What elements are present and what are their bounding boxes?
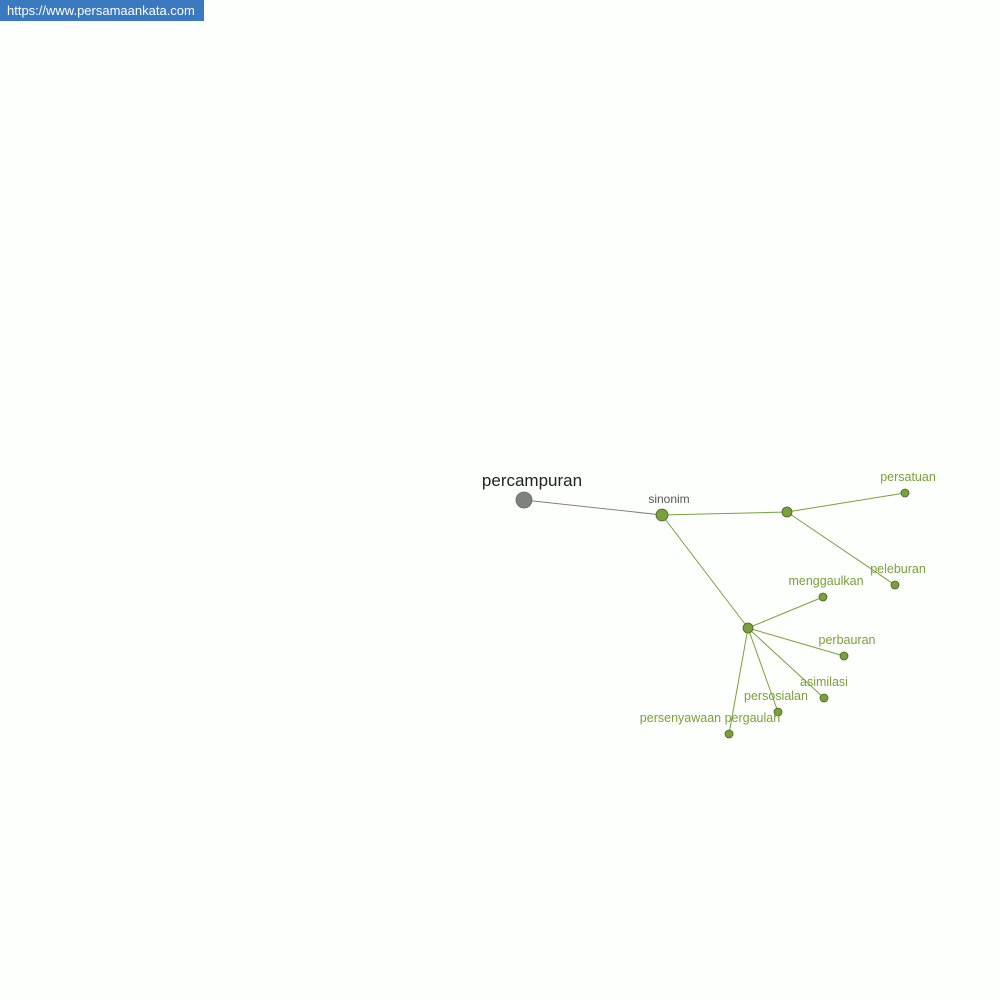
node-hub2[interactable] xyxy=(742,622,754,634)
node-persenyawaan_pergaulan[interactable] xyxy=(724,729,734,739)
site-url-banner[interactable]: https://www.persamaankata.com xyxy=(0,0,204,21)
node-label-asimilasi[interactable]: asimilasi xyxy=(800,675,848,689)
edge-hub2-menggaulkan xyxy=(747,596,824,629)
node-label-persosialan[interactable]: persosialan xyxy=(744,689,808,703)
node-label-sinonim[interactable]: sinonim xyxy=(648,492,689,506)
node-label-peleburan[interactable]: peleburan xyxy=(870,562,926,576)
edge-hub1-peleburan xyxy=(786,511,896,586)
node-persatuan[interactable] xyxy=(900,488,910,498)
node-menggaulkan[interactable] xyxy=(818,592,828,602)
node-label-menggaulkan[interactable]: menggaulkan xyxy=(788,574,863,588)
node-label-persenyawaan_pergaulan[interactable]: persenyawaan pergaulan xyxy=(640,711,780,725)
edge-root-sinonim xyxy=(523,499,663,516)
node-label-perbauran[interactable]: perbauran xyxy=(819,633,876,647)
node-root[interactable] xyxy=(515,491,533,509)
edge-sinonim-hub2 xyxy=(661,514,749,629)
edge-sinonim-hub1 xyxy=(661,511,788,516)
edge-hub2-persosialan xyxy=(747,627,779,713)
node-label-root[interactable]: percampuran xyxy=(482,471,582,490)
node-sinonim[interactable] xyxy=(655,508,669,522)
edge-hub2-perbauran xyxy=(747,627,845,657)
node-persosialan[interactable] xyxy=(773,707,783,717)
node-perbauran[interactable] xyxy=(839,651,849,661)
node-label-persatuan[interactable]: persatuan xyxy=(880,470,936,484)
edge-hub2-asimilasi xyxy=(747,627,825,699)
node-asimilasi[interactable] xyxy=(819,693,829,703)
node-peleburan[interactable] xyxy=(890,580,900,590)
edge-hub2-persenyawaan_pergaulan xyxy=(728,627,749,735)
edge-hub1-persatuan xyxy=(786,492,906,513)
node-hub1[interactable] xyxy=(781,506,793,518)
